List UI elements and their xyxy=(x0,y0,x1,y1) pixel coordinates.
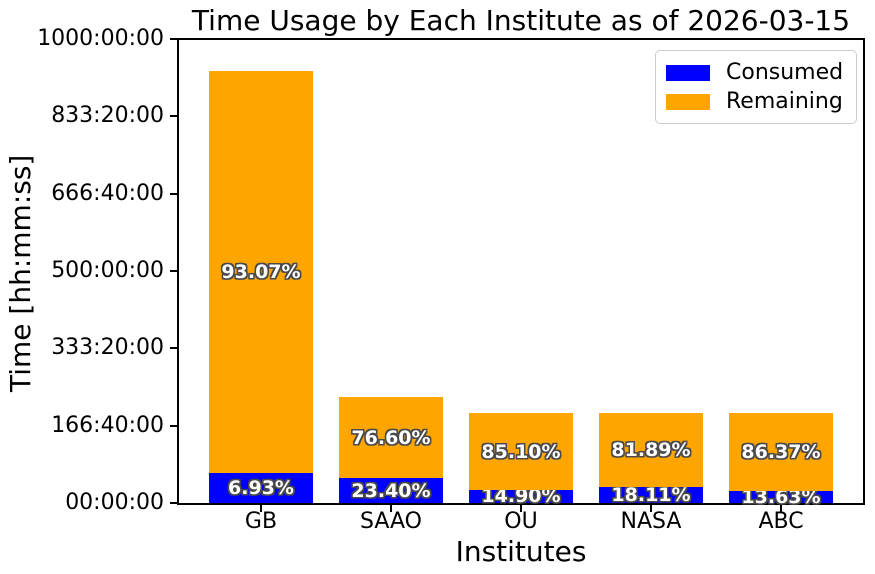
y-tick-label: 00:00:00 xyxy=(65,490,164,515)
x-tick-mark xyxy=(260,505,262,512)
x-axis-label: Institutes xyxy=(455,535,587,568)
chart-title: Time Usage by Each Institute as of 2026-… xyxy=(191,4,851,37)
bar-label-remaining-nasa: 81.89% xyxy=(611,438,691,461)
y-tick-label: 833:20:00 xyxy=(51,103,164,129)
bar-label-consumed-gb: 6.93% xyxy=(228,477,294,499)
x-tick-mark xyxy=(520,505,522,512)
bar-segment-consumed-nasa xyxy=(599,486,703,503)
legend-entry-remaining: Remaining xyxy=(666,87,844,116)
bar-segment-remaining-nasa xyxy=(599,412,703,487)
bar-segment-remaining-abc xyxy=(729,413,833,491)
legend-label: Consumed xyxy=(726,60,844,85)
bar-label-consumed-nasa: 18.11% xyxy=(611,483,691,506)
y-tick-mark xyxy=(170,502,177,504)
legend-label: Remaining xyxy=(726,89,843,114)
bar-label-remaining-gb: 93.07% xyxy=(221,260,301,283)
bar-label-consumed-abc: 13.63% xyxy=(741,485,821,508)
y-tick-mark xyxy=(170,115,177,118)
legend: Consumed Remaining xyxy=(655,50,857,124)
y-tick-mark xyxy=(170,270,177,272)
bar-label-consumed-saao: 23.40% xyxy=(351,479,431,502)
y-tick-mark xyxy=(170,38,177,40)
legend-swatch-consumed xyxy=(666,64,710,81)
x-tick-label: ABC xyxy=(758,509,804,534)
x-tick-label: OU xyxy=(504,509,538,534)
bar-segment-remaining-gb xyxy=(209,70,313,474)
y-tick-mark xyxy=(170,192,177,195)
bar-label-consumed-ou: 14.90% xyxy=(481,485,561,508)
plot-area xyxy=(177,38,865,505)
y-tick-label: 333:20:00 xyxy=(51,335,164,361)
bar-segment-consumed-ou xyxy=(469,489,573,503)
x-tick-mark xyxy=(390,505,392,512)
legend-entry-consumed: Consumed xyxy=(666,58,844,87)
y-tick-label: 1000:00:00 xyxy=(37,26,164,51)
x-tick-label: SAAO xyxy=(359,509,422,534)
y-tick-label: 500:00:00 xyxy=(51,258,164,283)
y-tick-mark xyxy=(170,424,177,427)
bar-label-remaining-abc: 86.37% xyxy=(741,441,821,464)
x-tick-mark xyxy=(780,505,782,512)
x-tick-mark xyxy=(650,505,652,512)
bar-label-remaining-saao: 76.60% xyxy=(351,426,431,449)
x-tick-label: GB xyxy=(244,509,278,534)
bar-segment-consumed-gb xyxy=(209,473,313,503)
legend-swatch-remaining xyxy=(666,93,710,110)
y-tick-label: 666:40:00 xyxy=(51,180,164,206)
y-tick-label: 166:40:00 xyxy=(51,412,164,438)
bar-label-remaining-ou: 85.10% xyxy=(481,440,561,463)
bar-segment-consumed-abc xyxy=(729,490,833,503)
bar-segment-remaining-saao xyxy=(339,397,443,479)
bar-segment-remaining-ou xyxy=(469,413,573,490)
y-tick-mark xyxy=(170,347,177,350)
x-tick-label: NASA xyxy=(620,509,682,534)
bar-segment-consumed-saao xyxy=(339,478,443,503)
